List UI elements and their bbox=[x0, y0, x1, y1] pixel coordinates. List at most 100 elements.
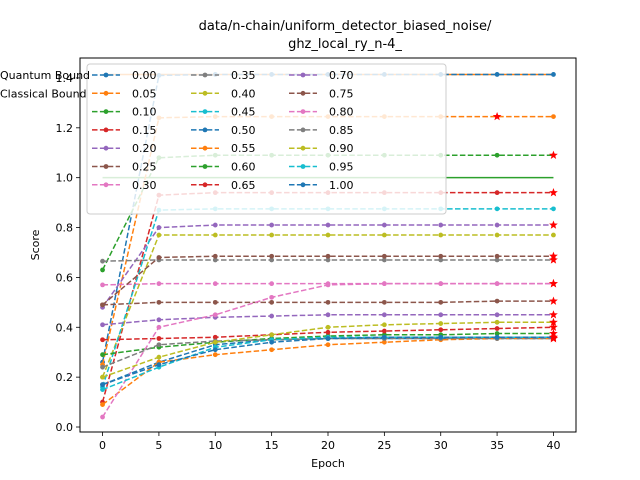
series-point bbox=[494, 222, 500, 228]
series-point bbox=[212, 232, 218, 238]
series-point bbox=[381, 253, 387, 259]
legend-marker bbox=[202, 109, 208, 114]
series-point bbox=[212, 299, 218, 305]
y-axis-label: Score bbox=[29, 229, 42, 260]
series-point bbox=[438, 222, 444, 228]
series-point bbox=[325, 312, 331, 318]
legend-marker bbox=[300, 145, 306, 151]
series-star-point bbox=[549, 188, 558, 197]
series-point bbox=[100, 267, 105, 273]
legend: 0.00 0.05 0.10 0.15 0.20 0.25 0.30 0.35 0.40 0.45… bbox=[0, 63, 447, 215]
legend-marker bbox=[300, 90, 306, 96]
series-point bbox=[438, 232, 444, 238]
series-star-point bbox=[549, 255, 558, 264]
series-point bbox=[269, 222, 275, 228]
series-point bbox=[494, 72, 500, 77]
series-point bbox=[381, 232, 387, 238]
series-point bbox=[212, 352, 218, 358]
legend-label: 0.70 bbox=[329, 69, 354, 82]
legend-marker bbox=[202, 145, 208, 151]
legend-label: 0.35 bbox=[231, 69, 256, 82]
series-point bbox=[494, 257, 500, 263]
series-point bbox=[156, 317, 162, 323]
series-star-point bbox=[549, 317, 558, 327]
series-point bbox=[551, 232, 556, 238]
y-tick-label: 0.0 bbox=[56, 421, 74, 434]
series-point bbox=[100, 374, 105, 380]
legend-label: 0.40 bbox=[231, 87, 256, 100]
series-point bbox=[325, 257, 331, 263]
series-point bbox=[325, 232, 331, 238]
series-star-point bbox=[549, 332, 558, 341]
series-point bbox=[100, 282, 105, 288]
series-point bbox=[100, 414, 105, 420]
series-point bbox=[269, 257, 275, 263]
series-point bbox=[438, 312, 444, 318]
series-point bbox=[100, 382, 105, 388]
series-point bbox=[381, 222, 387, 228]
series-point bbox=[494, 253, 500, 259]
series-point bbox=[438, 327, 444, 333]
x-tick-label: 5 bbox=[155, 439, 162, 452]
series-point bbox=[100, 387, 105, 393]
series-star-point bbox=[492, 111, 502, 121]
y-tick-label: 1.2 bbox=[56, 122, 74, 135]
series-point bbox=[494, 190, 500, 196]
series-point bbox=[494, 298, 500, 304]
x-tick-label: 20 bbox=[321, 439, 335, 452]
legend-marker bbox=[300, 164, 306, 169]
series-point bbox=[494, 319, 500, 325]
series-point bbox=[156, 336, 162, 341]
series-star-point bbox=[549, 251, 558, 260]
series-point bbox=[381, 312, 387, 318]
series-star-point bbox=[549, 220, 558, 229]
series-point bbox=[269, 347, 275, 353]
series-point bbox=[494, 281, 500, 287]
series-point bbox=[100, 337, 105, 343]
series-point bbox=[156, 255, 162, 260]
series-point bbox=[494, 334, 500, 340]
legend-marker bbox=[103, 145, 109, 151]
series-point bbox=[156, 232, 162, 238]
series-point bbox=[269, 294, 275, 300]
series-point bbox=[438, 334, 444, 340]
legend-label: 0.30 bbox=[132, 179, 157, 192]
legend-label: 1.00 bbox=[329, 179, 354, 192]
legend-label: 0.85 bbox=[329, 124, 354, 137]
series-point bbox=[212, 281, 218, 287]
series-point bbox=[100, 302, 105, 308]
legend-marker bbox=[103, 127, 109, 133]
series-point bbox=[212, 257, 218, 263]
legend-label: Quantum Bound bbox=[0, 69, 90, 82]
series-point bbox=[438, 253, 444, 259]
series-point bbox=[325, 222, 331, 228]
legend-box bbox=[86, 63, 447, 215]
legend-label: 0.25 bbox=[132, 161, 157, 174]
series-point bbox=[212, 253, 218, 259]
series-point bbox=[212, 312, 218, 318]
legend-marker bbox=[103, 109, 109, 114]
chart-title-line2: ghz_local_ry_n-4_ bbox=[288, 37, 402, 52]
legend-label: 0.05 bbox=[132, 87, 157, 100]
legend-marker bbox=[300, 127, 306, 133]
series-point bbox=[381, 322, 387, 328]
legend-label: 0.45 bbox=[231, 106, 256, 119]
series-point bbox=[325, 324, 331, 330]
legend-marker bbox=[103, 164, 109, 169]
series-point bbox=[438, 321, 444, 326]
y-tick-label: 0.2 bbox=[56, 371, 74, 384]
y-tick-label: 1.4 bbox=[56, 72, 74, 85]
series-line-0.75 bbox=[102, 255, 554, 306]
legend-label: 0.50 bbox=[231, 124, 256, 137]
legend-marker bbox=[300, 72, 306, 78]
series-point bbox=[381, 257, 387, 263]
series-point bbox=[551, 114, 556, 119]
series-star-point bbox=[549, 150, 558, 159]
series-point bbox=[100, 364, 105, 370]
series-point bbox=[156, 342, 162, 348]
series-point bbox=[325, 299, 331, 305]
chart-title-line1: data/n-chain/uniform_detector_biased_noi… bbox=[199, 19, 492, 34]
legend-label: Classical Bound bbox=[0, 87, 87, 100]
series-point bbox=[156, 362, 162, 368]
